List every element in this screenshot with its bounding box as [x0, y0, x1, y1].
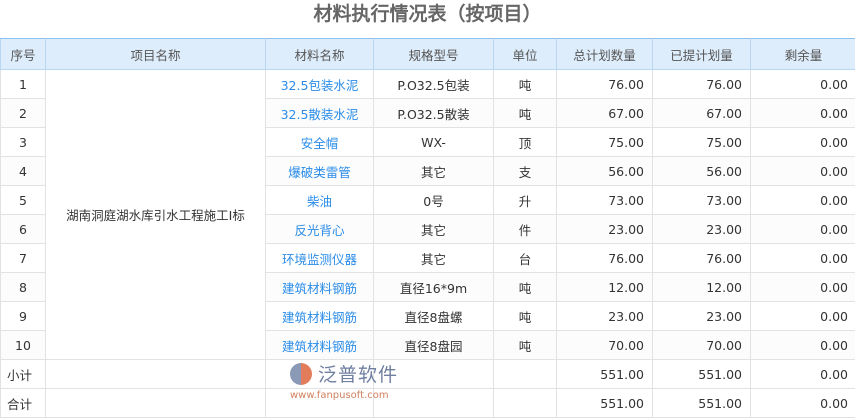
subtotal-remain: 0.00 — [751, 360, 855, 389]
col-material: 材料名称 — [266, 39, 374, 70]
unit: 吨 — [494, 70, 557, 99]
done-qty: 76.00 — [653, 244, 751, 273]
row-no: 1 — [1, 70, 46, 99]
done-qty: 23.00 — [653, 215, 751, 244]
material-link[interactable]: 爆破类雷管 — [266, 157, 374, 186]
remain-qty: 0.00 — [751, 99, 855, 128]
unit: 顶 — [494, 128, 557, 157]
total-qty: 67.00 — [557, 99, 653, 128]
remain-qty: 0.00 — [751, 70, 855, 99]
remain-qty: 0.00 — [751, 273, 855, 302]
row-no: 10 — [1, 331, 46, 360]
col-project: 项目名称 — [46, 39, 266, 70]
unit: 升 — [494, 186, 557, 215]
row-no: 3 — [1, 128, 46, 157]
total-qty: 70.00 — [557, 331, 653, 360]
subtotal-done: 551.00 — [653, 360, 751, 389]
unit: 吨 — [494, 99, 557, 128]
remain-qty: 0.00 — [751, 302, 855, 331]
project-name: 湖南洞庭湖水库引水工程施工I标 — [46, 70, 266, 360]
total-qty: 23.00 — [557, 215, 653, 244]
subtotal-total: 551.00 — [557, 360, 653, 389]
done-qty: 76.00 — [653, 70, 751, 99]
subtotal-label: 小计 — [1, 360, 46, 389]
spec: 其它 — [374, 244, 494, 273]
col-remain: 剩余量 — [751, 39, 855, 70]
total-qty: 56.00 — [557, 157, 653, 186]
subtotal-row: 小计 551.00 551.00 0.00 — [1, 360, 855, 389]
grandtotal-done: 551.00 — [653, 389, 751, 418]
header-row: 序号 项目名称 材料名称 规格型号 单位 总计划数量 已提计划量 剩余量 — [1, 39, 855, 70]
done-qty: 56.00 — [653, 157, 751, 186]
grandtotal-remain: 0.00 — [751, 389, 855, 418]
unit: 支 — [494, 157, 557, 186]
remain-qty: 0.00 — [751, 331, 855, 360]
remain-qty: 0.00 — [751, 215, 855, 244]
spec: 其它 — [374, 215, 494, 244]
material-link[interactable]: 建筑材料钢筋 — [266, 331, 374, 360]
col-unit: 单位 — [494, 39, 557, 70]
remain-qty: 0.00 — [751, 244, 855, 273]
unit: 件 — [494, 215, 557, 244]
grandtotal-row: 合计 551.00 551.00 0.00 — [1, 389, 855, 418]
total-qty: 23.00 — [557, 302, 653, 331]
row-no: 7 — [1, 244, 46, 273]
row-no: 8 — [1, 273, 46, 302]
remain-qty: 0.00 — [751, 157, 855, 186]
col-spec: 规格型号 — [374, 39, 494, 70]
total-qty: 73.00 — [557, 186, 653, 215]
done-qty: 67.00 — [653, 99, 751, 128]
done-qty: 75.00 — [653, 128, 751, 157]
row-no: 9 — [1, 302, 46, 331]
material-link[interactable]: 建筑材料钢筋 — [266, 302, 374, 331]
grandtotal-total: 551.00 — [557, 389, 653, 418]
done-qty: 23.00 — [653, 302, 751, 331]
total-qty: 76.00 — [557, 70, 653, 99]
material-link[interactable]: 32.5包装水泥 — [266, 70, 374, 99]
unit: 吨 — [494, 273, 557, 302]
row-no: 4 — [1, 157, 46, 186]
row-no: 6 — [1, 215, 46, 244]
grandtotal-label: 合计 — [1, 389, 46, 418]
material-link[interactable]: 反光背心 — [266, 215, 374, 244]
total-qty: 12.00 — [557, 273, 653, 302]
spec: WX- — [374, 128, 494, 157]
spec: 直径16*9m — [374, 273, 494, 302]
total-qty: 75.00 — [557, 128, 653, 157]
done-qty: 70.00 — [653, 331, 751, 360]
spec: 其它 — [374, 157, 494, 186]
unit: 台 — [494, 244, 557, 273]
row-no: 2 — [1, 99, 46, 128]
col-done: 已提计划量 — [653, 39, 751, 70]
spec: 直径8盘园 — [374, 331, 494, 360]
total-qty: 76.00 — [557, 244, 653, 273]
remain-qty: 0.00 — [751, 128, 855, 157]
report-title: 材料执行情况表（按项目） — [0, 0, 855, 38]
material-link[interactable]: 建筑材料钢筋 — [266, 273, 374, 302]
row-no: 5 — [1, 186, 46, 215]
unit: 吨 — [494, 302, 557, 331]
material-link[interactable]: 32.5散装水泥 — [266, 99, 374, 128]
material-link[interactable]: 柴油 — [266, 186, 374, 215]
unit: 吨 — [494, 331, 557, 360]
spec: 0号 — [374, 186, 494, 215]
spec: P.O32.5散装 — [374, 99, 494, 128]
material-link[interactable]: 安全帽 — [266, 128, 374, 157]
material-link[interactable]: 环境监测仪器 — [266, 244, 374, 273]
done-qty: 12.00 — [653, 273, 751, 302]
col-total: 总计划数量 — [557, 39, 653, 70]
col-no: 序号 — [1, 39, 46, 70]
spec: 直径8盘螺 — [374, 302, 494, 331]
spec: P.O32.5包装 — [374, 70, 494, 99]
done-qty: 73.00 — [653, 186, 751, 215]
remain-qty: 0.00 — [751, 186, 855, 215]
